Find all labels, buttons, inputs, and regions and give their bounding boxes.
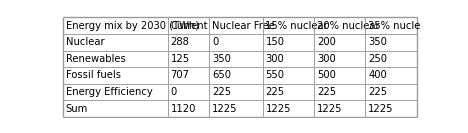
Text: 20% nuclear: 20% nuclear: [317, 20, 380, 30]
Bar: [168, 84, 209, 101]
Text: 550: 550: [265, 70, 285, 80]
Bar: [168, 17, 209, 34]
Text: Fossil fuels: Fossil fuels: [66, 70, 121, 80]
Bar: [314, 34, 366, 51]
Bar: [63, 17, 168, 34]
Text: 707: 707: [170, 70, 190, 80]
Bar: [366, 67, 417, 84]
Text: 350: 350: [368, 37, 387, 47]
Bar: [209, 34, 263, 51]
Text: 650: 650: [212, 70, 231, 80]
Bar: [366, 17, 417, 34]
Text: Renewables: Renewables: [66, 54, 125, 64]
Text: 300: 300: [317, 54, 336, 64]
Text: Nuclear: Nuclear: [66, 37, 104, 47]
Bar: [209, 84, 263, 101]
Text: 225: 225: [317, 87, 336, 97]
Text: 1225: 1225: [265, 104, 291, 114]
Bar: [314, 51, 366, 67]
Text: 350: 350: [212, 54, 231, 64]
Bar: [263, 84, 314, 101]
Bar: [366, 84, 417, 101]
Text: 300: 300: [265, 54, 284, 64]
Bar: [168, 34, 209, 51]
Text: 250: 250: [368, 54, 388, 64]
Bar: [168, 51, 209, 67]
Text: 125: 125: [170, 54, 190, 64]
Text: Nuclear Free: Nuclear Free: [212, 20, 275, 30]
Text: Sum: Sum: [66, 104, 88, 114]
Text: 400: 400: [368, 70, 387, 80]
Text: 200: 200: [317, 37, 336, 47]
Bar: [263, 51, 314, 67]
Bar: [366, 34, 417, 51]
Bar: [263, 34, 314, 51]
Bar: [63, 101, 168, 117]
Bar: [209, 67, 263, 84]
Text: 500: 500: [317, 70, 336, 80]
Text: 1225: 1225: [368, 104, 394, 114]
Bar: [63, 84, 168, 101]
Text: Energy Efficiency: Energy Efficiency: [66, 87, 153, 97]
Text: 225: 225: [212, 87, 231, 97]
Bar: [263, 17, 314, 34]
Bar: [63, 51, 168, 67]
Bar: [63, 67, 168, 84]
Text: 1225: 1225: [317, 104, 343, 114]
Text: 150: 150: [265, 37, 285, 47]
Text: 0: 0: [212, 37, 219, 47]
Bar: [314, 84, 366, 101]
Text: Current: Current: [170, 20, 208, 30]
Text: Energy mix by 2030 (TWh): Energy mix by 2030 (TWh): [66, 20, 199, 30]
Text: 0: 0: [170, 87, 177, 97]
Bar: [314, 101, 366, 117]
Text: 1225: 1225: [212, 104, 238, 114]
Bar: [366, 101, 417, 117]
Bar: [168, 101, 209, 117]
Bar: [314, 17, 366, 34]
Text: 225: 225: [368, 87, 388, 97]
Text: 225: 225: [265, 87, 285, 97]
Text: 288: 288: [170, 37, 190, 47]
Text: 35% nuclear: 35% nuclear: [368, 20, 431, 30]
Bar: [263, 101, 314, 117]
Bar: [209, 51, 263, 67]
Bar: [209, 17, 263, 34]
Text: 1120: 1120: [170, 104, 196, 114]
Bar: [366, 51, 417, 67]
Bar: [314, 67, 366, 84]
Bar: [168, 67, 209, 84]
Text: 15% nuclear: 15% nuclear: [265, 20, 328, 30]
Bar: [63, 34, 168, 51]
Bar: [209, 101, 263, 117]
Bar: [263, 67, 314, 84]
